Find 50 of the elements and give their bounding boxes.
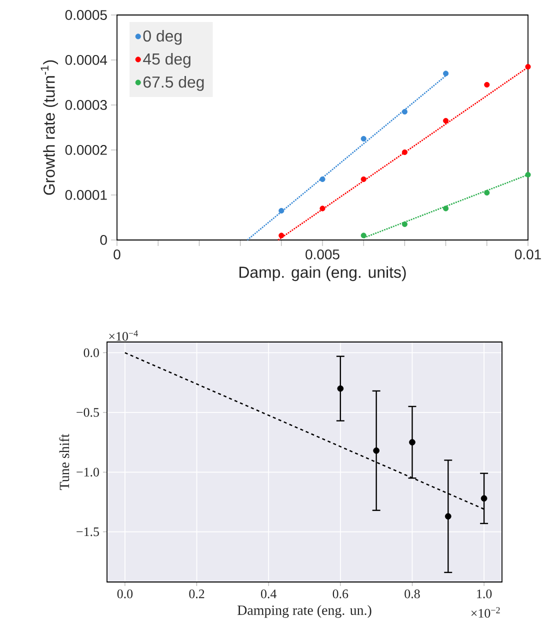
y-tick-label: 0.0004 (65, 55, 108, 65)
point (443, 206, 449, 212)
x-tick-label: 0.0 (117, 590, 133, 598)
point (484, 190, 490, 196)
legend-label: 45 deg (143, 52, 190, 68)
y-tick-label: 0.0 (84, 348, 99, 358)
point (402, 149, 408, 156)
x-tick-label: 0.6 (332, 590, 348, 598)
x-axis-title: Damp. gain (eng. units) (239, 266, 406, 282)
x-axis-title: Damping rate (eng. un.) (238, 605, 372, 618)
y-tick-label: 0.0005 (65, 10, 107, 20)
point (409, 439, 416, 446)
point (360, 232, 366, 238)
legend-label: 0 deg (143, 30, 182, 45)
point (444, 513, 452, 520)
x-tick-label: 0.4 (260, 590, 276, 598)
point (480, 495, 488, 502)
x-tick-label: 0.005 (306, 250, 340, 260)
x-tick-label: 1.0 (477, 590, 492, 598)
point (525, 64, 531, 70)
x-tick-label: 0.01 (514, 250, 541, 260)
y-axis-title: Growth rate (turn$^{-1}$) (40, 60, 58, 195)
point (278, 208, 284, 214)
text: ×10$^{−2}$ (471, 607, 500, 618)
point (443, 118, 449, 124)
y-tick-label: −1.5 (76, 527, 99, 536)
y-tick-label: 0.0001 (65, 190, 107, 200)
y-axis-title: Tune shift (59, 434, 70, 490)
x-tick-label: 0.8 (404, 590, 420, 598)
point (320, 206, 326, 212)
text: ×10$^{−4}$ (109, 330, 138, 341)
point (402, 108, 408, 115)
point (278, 232, 284, 238)
point (484, 82, 490, 88)
y-tick-label: 0.0003 (65, 100, 107, 110)
x-tick-label: 0 (114, 250, 120, 260)
point (402, 221, 408, 228)
point (337, 385, 344, 392)
x-tick-label: 0.2 (189, 590, 204, 598)
y-tick-label: −1.0 (76, 468, 99, 477)
point (360, 136, 366, 142)
point (443, 70, 449, 76)
y-tick-label: 0 (100, 235, 107, 245)
y-tick-label: 0.0002 (65, 145, 107, 155)
point (373, 447, 380, 454)
legend-label: 67.5 deg (144, 76, 204, 91)
point (360, 176, 366, 182)
y-tick-label: −0.5 (76, 408, 99, 417)
point (320, 176, 326, 182)
point (525, 172, 531, 178)
